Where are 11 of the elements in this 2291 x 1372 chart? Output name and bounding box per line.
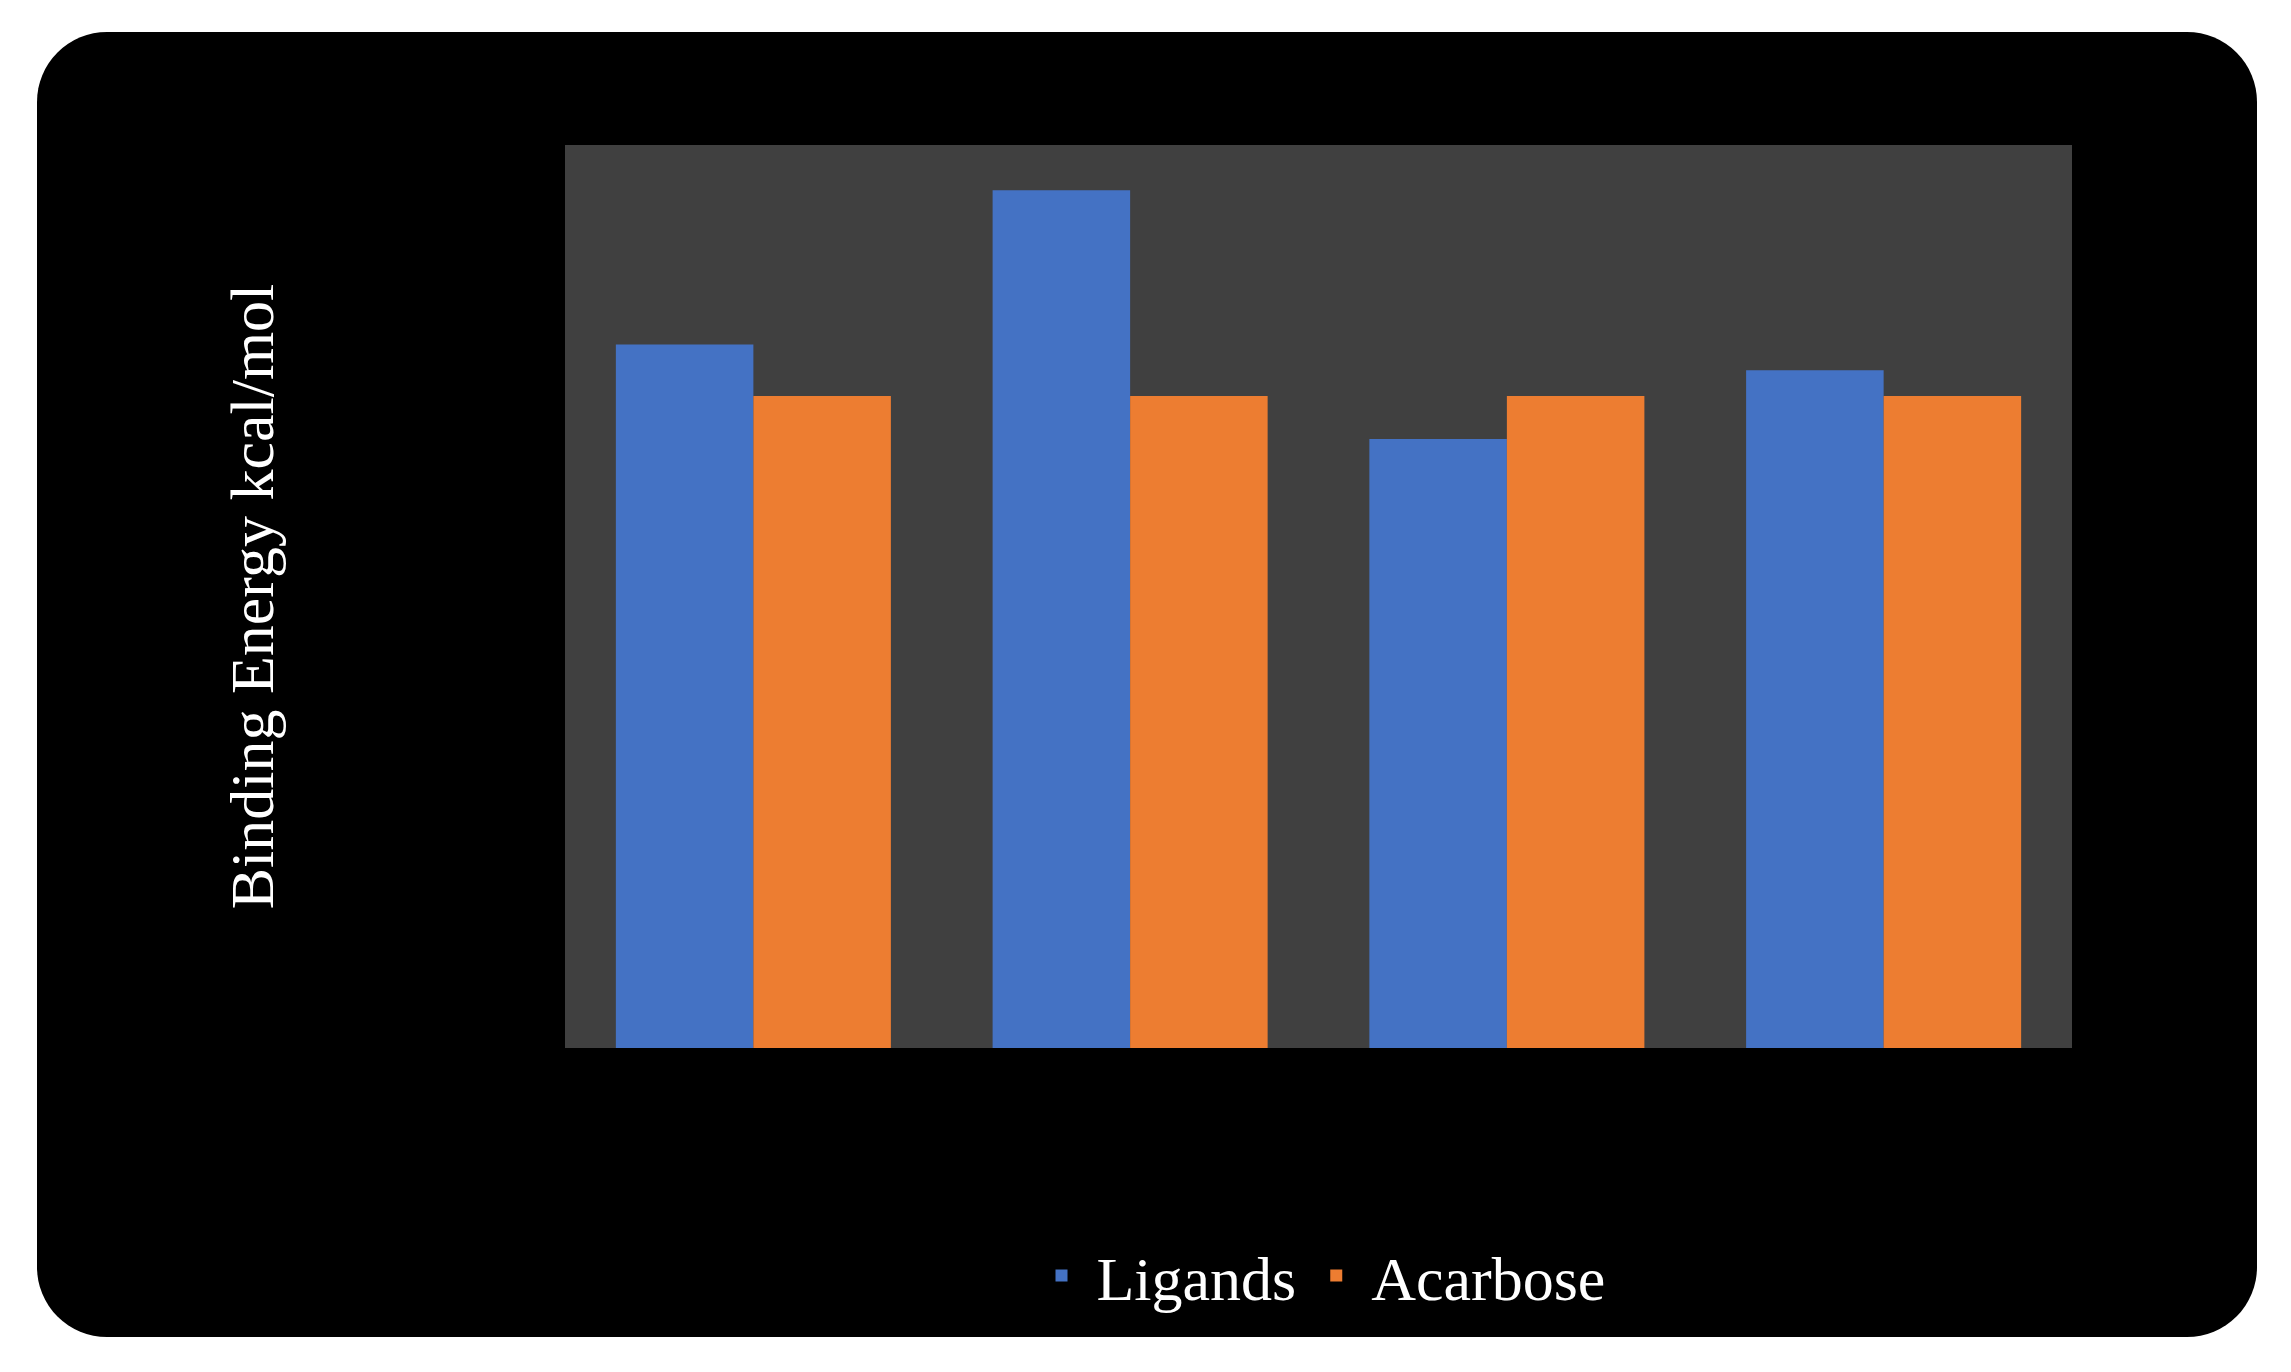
bar: [1506, 396, 1645, 1048]
legend-label: Ligands: [1096, 1244, 1297, 1313]
bar: [1369, 438, 1507, 1048]
bar: [615, 344, 754, 1048]
y-axis-title: Binding Energy kcal/mol: [217, 283, 286, 910]
bar: [992, 190, 1131, 1048]
legend-label: Acarbose: [1371, 1244, 1606, 1313]
bar: [753, 396, 891, 1048]
bar: [1746, 370, 1884, 1048]
bar: [1883, 396, 2022, 1048]
bar: [1130, 396, 1268, 1048]
